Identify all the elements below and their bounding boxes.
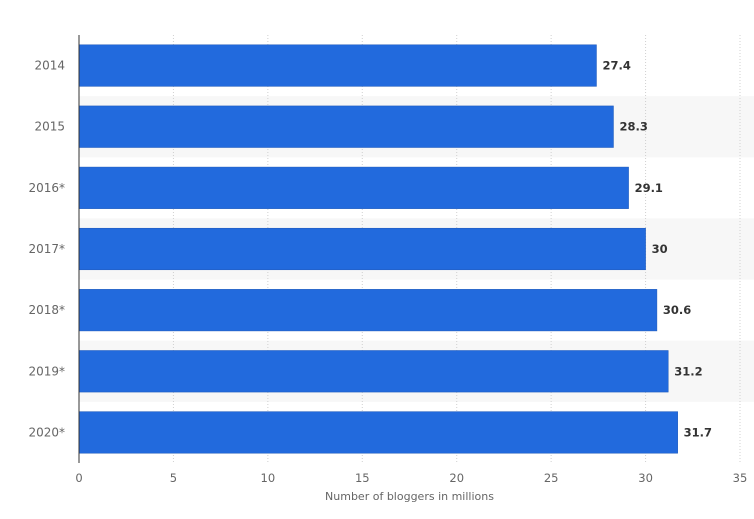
x-axis-title: Number of bloggers in millions <box>325 490 494 503</box>
x-tick-label: 30 <box>638 471 653 485</box>
x-tick-label: 0 <box>75 471 82 485</box>
x-tick-label: 10 <box>261 471 276 485</box>
category-label: 2019* <box>28 364 65 378</box>
category-label: 2016* <box>28 181 65 195</box>
data-label: 29.1 <box>635 181 663 195</box>
data-label: 31.2 <box>674 364 702 378</box>
bar[interactable] <box>78 289 658 332</box>
bar[interactable] <box>78 227 646 271</box>
bar[interactable] <box>78 166 629 209</box>
category-label: 2020* <box>28 425 65 439</box>
bar[interactable] <box>78 350 669 393</box>
data-label: 27.4 <box>602 59 630 73</box>
x-tick-label: 5 <box>170 471 177 485</box>
data-label: 31.7 <box>684 425 712 439</box>
x-tick-label: 20 <box>449 471 464 485</box>
category-label: 2018* <box>28 303 65 317</box>
x-tick-label: 25 <box>544 471 559 485</box>
data-label: 30 <box>652 242 668 256</box>
data-labels: 27.4 28.3 29.1 30 30.6 31.2 31.7 <box>602 59 712 440</box>
bars <box>78 44 678 454</box>
bar[interactable] <box>78 44 597 87</box>
category-labels: 2014 2015 2016* 2017* 2018* 2019* 2020* <box>28 59 65 440</box>
category-label: 2014 <box>34 59 65 73</box>
data-label: 30.6 <box>663 303 691 317</box>
x-tick-label: 35 <box>733 471 748 485</box>
x-tick-labels: 0 5 10 15 20 25 30 35 <box>75 471 747 485</box>
category-label: 2017* <box>28 242 65 256</box>
bar[interactable] <box>78 411 678 454</box>
x-tick-label: 15 <box>355 471 370 485</box>
bar[interactable] <box>78 105 614 148</box>
data-label: 28.3 <box>619 120 647 134</box>
category-label: 2015 <box>34 120 65 134</box>
